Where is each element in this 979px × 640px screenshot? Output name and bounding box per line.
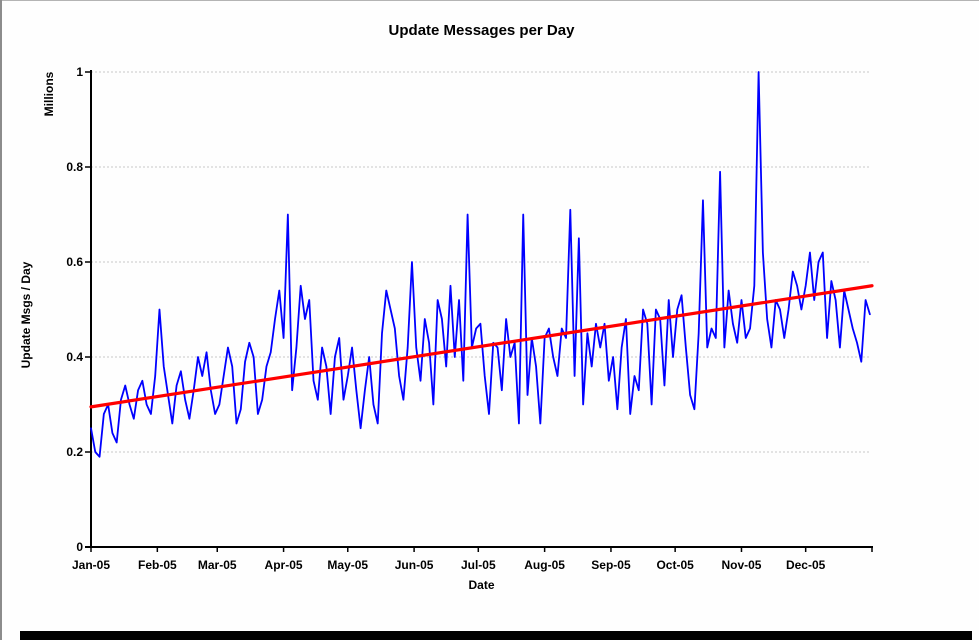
chart-title: Update Messages per Day	[388, 22, 575, 39]
x-tick-label-Jul-05: Jul-05	[460, 558, 496, 572]
x-tick-label-Apr-05: Apr-05	[264, 558, 303, 572]
window-border-left	[0, 0, 2, 640]
y-tick-label-0: 0	[76, 540, 83, 554]
x-tick-label-Feb-05: Feb-05	[137, 558, 177, 572]
y-tick-label-0.6: 0.6	[66, 255, 83, 269]
x-tick-label-May-05: May-05	[327, 558, 369, 572]
x-tick-label-Oct-05: Oct-05	[656, 558, 694, 572]
x-tick-label-Aug-05: Aug-05	[524, 558, 565, 572]
x-tick-label-Nov-05: Nov-05	[721, 558, 762, 572]
x-tick-label-Sep-05: Sep-05	[591, 558, 631, 572]
y-tick-label-0.2: 0.2	[66, 445, 83, 459]
y-tick-label-1: 1	[76, 65, 83, 79]
x-tick-label-Jun-05: Jun-05	[394, 558, 434, 572]
x-tick-label-Dec-05: Dec-05	[785, 558, 826, 572]
y-tick-label-0.4: 0.4	[66, 350, 83, 364]
y-tick-label-0.8: 0.8	[66, 160, 83, 174]
series-linear-trend	[89, 284, 874, 409]
window-border-top	[0, 0, 979, 1]
x-tick-label-Jan-05: Jan-05	[71, 558, 111, 572]
x-axis-title: Date	[468, 578, 495, 592]
series-update-msgs-daily	[90, 71, 871, 458]
x-tick-label-Mar-05: Mar-05	[197, 558, 237, 572]
window-bottom-bar	[20, 631, 972, 640]
